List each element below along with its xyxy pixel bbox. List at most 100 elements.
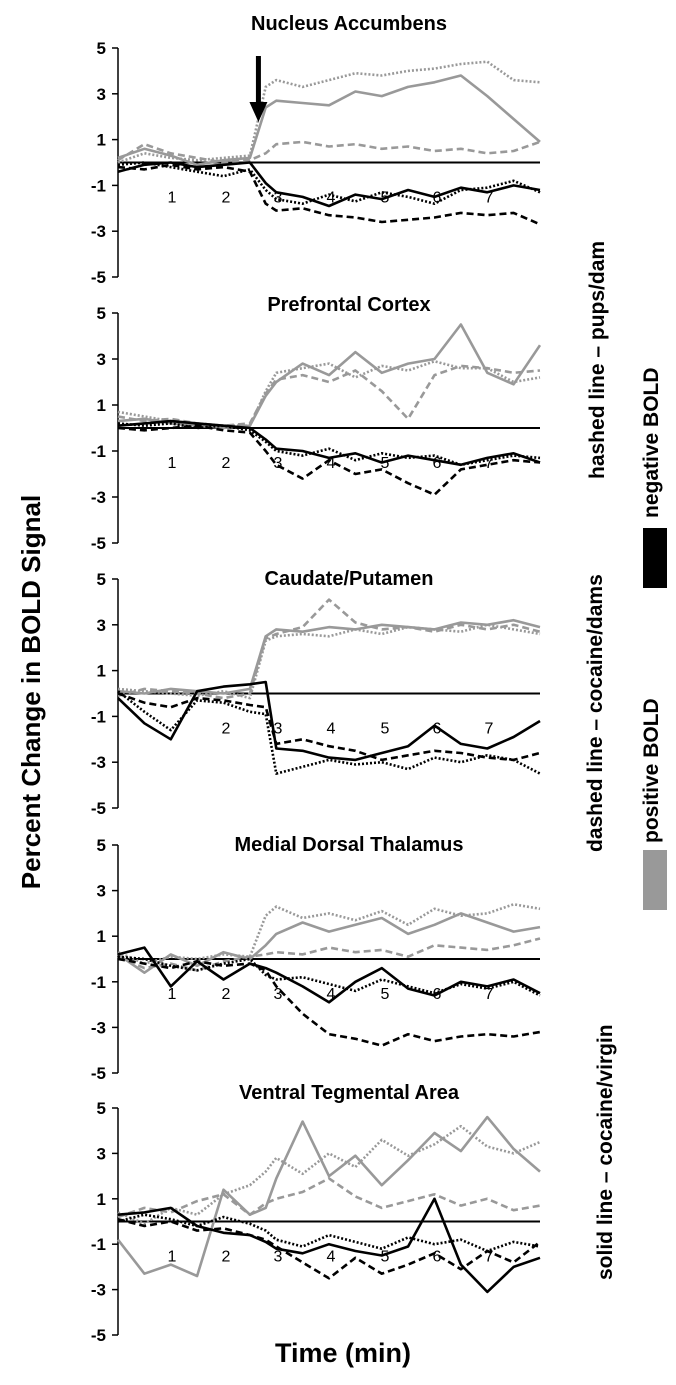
panel-title: Ventral Tegmental Area xyxy=(239,1082,460,1104)
time-label: 2 xyxy=(222,986,231,1003)
legend-positive-swatch xyxy=(643,850,667,910)
y-tick-label: 1 xyxy=(97,131,106,150)
y-tick-label: -1 xyxy=(91,1235,106,1254)
time-label: 6 xyxy=(433,721,442,738)
y-tick-label: 1 xyxy=(97,1190,106,1209)
y-tick-label: 1 xyxy=(97,396,106,415)
time-label: 5 xyxy=(381,455,390,472)
stimulus-arrow-head xyxy=(249,102,268,122)
series-positive-dashed xyxy=(117,937,541,972)
x-axis-label: Time (min) xyxy=(275,1338,412,1368)
series-positive-solid xyxy=(116,1115,541,1278)
y-tick-label: 1 xyxy=(97,927,106,946)
time-label: 2 xyxy=(222,455,231,472)
panel-title: Prefrontal Cortex xyxy=(267,294,430,316)
time-label: 4 xyxy=(327,721,336,738)
time-label: 3 xyxy=(274,1249,283,1266)
time-label: 5 xyxy=(381,986,390,1003)
series-positive-dashed xyxy=(117,1177,541,1219)
legend-solid-line: solid line – cocaine/virgin xyxy=(594,1024,617,1280)
y-tick-label: -3 xyxy=(91,222,106,241)
time-label: 6 xyxy=(433,455,442,472)
series-positive-dashed xyxy=(117,364,541,428)
series-positive-solid xyxy=(117,74,541,167)
y-tick-label: -5 xyxy=(91,534,106,553)
panel-title: Medial Dorsal Thalamus xyxy=(235,834,464,856)
time-label: 2 xyxy=(222,721,231,738)
y-tick-label: -5 xyxy=(91,1064,106,1083)
legend-positive-label: positive BOLD xyxy=(640,698,663,843)
y-tick-label: 5 xyxy=(97,304,106,323)
time-label: 6 xyxy=(433,190,442,207)
series-negative-hashed xyxy=(117,955,541,997)
series-negative-hashed xyxy=(117,1213,541,1253)
series-positive-hashed xyxy=(117,60,541,164)
time-label: 3 xyxy=(274,190,283,207)
y-tick-label: 3 xyxy=(97,350,106,369)
series-positive-dashed xyxy=(117,598,541,700)
time-label: 4 xyxy=(327,986,336,1003)
y-tick-label: 5 xyxy=(97,39,106,58)
y-tick-label: 3 xyxy=(97,616,106,635)
series-negative-dashed xyxy=(117,424,541,497)
time-label: 7 xyxy=(485,1249,494,1266)
y-tick-label: -5 xyxy=(91,268,106,287)
panel-title: Nucleus Accumbens xyxy=(251,13,447,35)
legend-negative-label: negative BOLD xyxy=(640,367,663,518)
series-negative-dashed xyxy=(117,692,541,762)
time-label: 4 xyxy=(327,455,336,472)
series-negative-solid xyxy=(117,419,541,467)
time-label: 2 xyxy=(222,1249,231,1266)
y-tick-label: -3 xyxy=(91,753,106,772)
time-label: 6 xyxy=(433,1249,442,1266)
y-tick-label: 3 xyxy=(97,85,106,104)
time-label: 3 xyxy=(274,986,283,1003)
time-label: 1 xyxy=(168,455,177,472)
y-axis-label: Percent Change in BOLD Signal xyxy=(16,494,46,890)
series-negative-solid xyxy=(117,946,541,1004)
legend-negative-swatch xyxy=(643,528,667,588)
time-label: 1 xyxy=(168,190,177,207)
y-tick-label: -1 xyxy=(91,707,106,726)
time-label: 3 xyxy=(274,455,283,472)
series-positive-hashed xyxy=(117,902,541,965)
time-label: 5 xyxy=(381,721,390,738)
series-negative-solid xyxy=(117,1197,541,1294)
series-negative-dashed xyxy=(117,163,541,226)
y-tick-label: -5 xyxy=(91,799,106,818)
series-positive-hashed xyxy=(117,359,541,428)
series-positive-hashed xyxy=(117,1124,541,1226)
series-negative-dashed xyxy=(117,1217,541,1280)
y-tick-label: 5 xyxy=(97,1099,106,1118)
panel-1: Prefrontal Cortex 5 3 1 -1 -3 -5 1 2 3 4 5 6 7 xyxy=(91,294,542,553)
series-positive-solid xyxy=(117,912,541,975)
y-tick-label: -3 xyxy=(91,1018,106,1037)
series-positive-dashed xyxy=(117,140,541,164)
time-label: 1 xyxy=(168,986,177,1003)
time-label: 7 xyxy=(485,190,494,207)
y-tick-label: 1 xyxy=(97,662,106,681)
series-positive-solid xyxy=(117,618,541,695)
series-positive-solid xyxy=(117,323,542,430)
y-tick-label: 5 xyxy=(97,570,106,589)
y-tick-label: -3 xyxy=(91,1281,106,1300)
y-tick-label: -1 xyxy=(91,973,106,992)
time-label: 2 xyxy=(222,190,231,207)
series-negative-dashed xyxy=(117,957,541,1047)
time-label: 5 xyxy=(381,1249,390,1266)
legend-hashed-line: hashed line – pups/dam xyxy=(586,240,609,479)
time-label: 7 xyxy=(485,455,494,472)
time-label: 4 xyxy=(327,1249,336,1266)
y-tick-label: -1 xyxy=(91,176,106,195)
time-label: 3 xyxy=(274,721,283,738)
y-tick-label: -3 xyxy=(91,488,106,507)
panel-4: Ventral Tegmental Area 5 3 1 -1 -3 -5 1 2 3 4 5 6 7 xyxy=(91,1082,541,1345)
panel-title: Caudate/Putamen xyxy=(265,568,434,590)
y-tick-label: -5 xyxy=(91,1326,106,1345)
time-label: 1 xyxy=(168,1249,177,1266)
series-positive-hashed xyxy=(117,623,541,700)
panel-2: Caudate/Putamen 5 3 1 -1 -3 -5 2 3 4 5 6 7 xyxy=(91,568,541,818)
